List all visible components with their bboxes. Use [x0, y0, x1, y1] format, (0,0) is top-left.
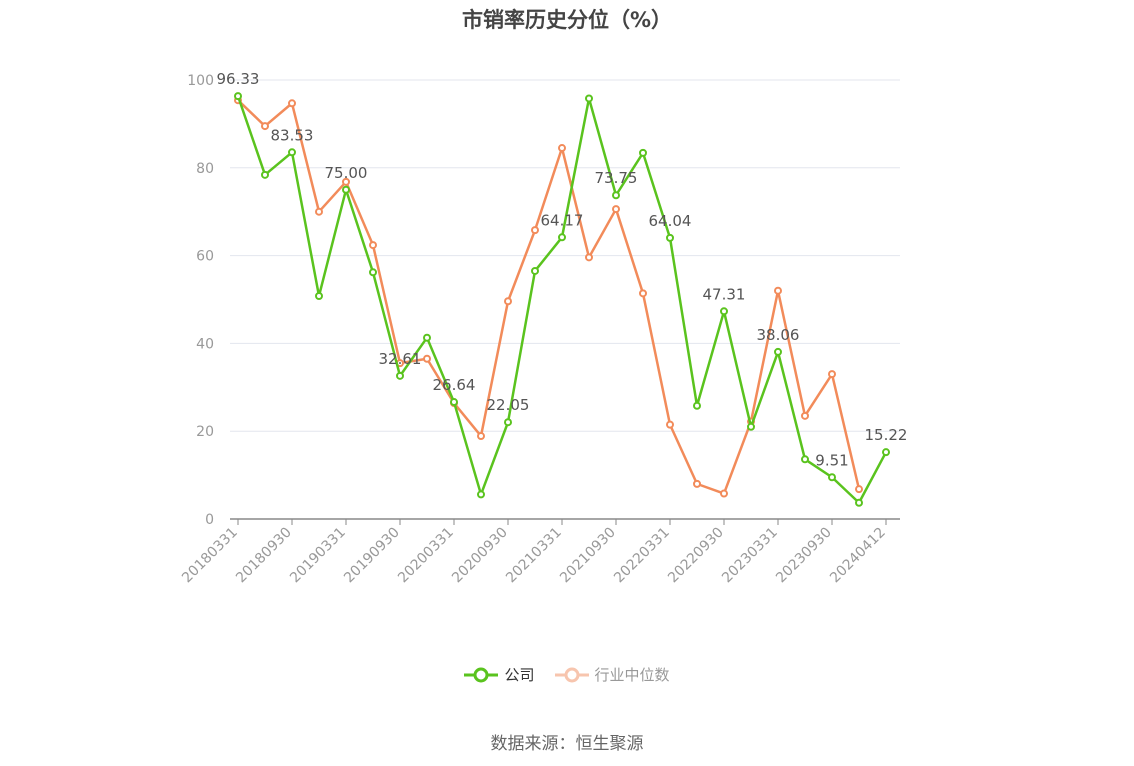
data-point-company: [828, 473, 836, 482]
legend-item-company[interactable]: 公司: [464, 664, 535, 685]
x-tick-label: 20240412: [827, 525, 889, 587]
data-point-industry-median: [288, 99, 296, 108]
x-tick-label: 20190930: [341, 525, 403, 587]
data-point-industry-median: [531, 226, 539, 235]
data-point-industry-median: [261, 122, 269, 131]
data-point-industry-median: [477, 432, 485, 441]
x-tick-label: 20180930: [233, 525, 295, 587]
x-tick-label: 20220930: [665, 525, 727, 587]
data-point-company: [585, 94, 593, 103]
legend-label-company: 公司: [504, 666, 535, 684]
data-point-industry-median: [315, 207, 323, 216]
data-point-industry-median: [342, 177, 350, 186]
data-point-company: [423, 333, 431, 342]
data-label: 75.00: [325, 164, 368, 182]
data-point-company: [234, 92, 242, 101]
chart-title: 市销率历史分位（%）: [461, 8, 673, 32]
y-tick-label: 20: [196, 424, 214, 440]
data-point-industry-median: [666, 420, 674, 429]
data-point-company: [315, 291, 323, 300]
data-label: 83.53: [271, 126, 314, 144]
data-point-company: [612, 191, 620, 200]
data-label: 47.31: [703, 285, 746, 303]
data-point-company: [288, 148, 296, 157]
legend-item-industry-median[interactable]: 行业中位数: [554, 664, 670, 685]
data-label: 32.61: [379, 350, 422, 368]
x-tick-label: 20200930: [449, 525, 511, 587]
data-label: 38.06: [757, 326, 800, 344]
line-chart: 0 20 40 60 80 100 2018033120180930201903312019…: [179, 70, 908, 587]
data-point-company: [342, 185, 350, 194]
data-point-company: [531, 266, 539, 275]
data-point-industry-median: [801, 411, 809, 420]
data-point-industry-median: [369, 241, 377, 250]
y-tick-label: 100: [187, 73, 214, 89]
data-label: 96.33: [217, 70, 260, 88]
data-point-company: [477, 490, 485, 499]
x-tick-label: 20190331: [287, 525, 349, 587]
data-point-industry-median: [423, 354, 431, 363]
legend-company-marker-icon: [464, 667, 499, 682]
x-tick-label: 20230331: [719, 525, 781, 587]
data-point-industry-median: [828, 370, 836, 379]
data-point-industry-median: [585, 253, 593, 262]
x-tick-label: 20180331: [179, 525, 241, 587]
data-point-industry-median: [693, 479, 701, 488]
y-tick-label: 80: [196, 161, 214, 177]
data-label: 64.17: [541, 211, 584, 229]
data-point-company: [855, 498, 863, 507]
data-point-company: [693, 401, 701, 410]
x-tick-label: 20220331: [611, 525, 673, 587]
y-tick-label: 60: [196, 249, 214, 265]
x-tick-label: 20200331: [395, 525, 457, 587]
data-label: 9.51: [815, 451, 848, 469]
data-label: 15.22: [865, 426, 908, 444]
series-line-company: [236, 95, 888, 505]
data-point-industry-median: [855, 485, 863, 494]
data-point-company: [774, 347, 782, 356]
x-tick-label: 20210331: [503, 525, 565, 587]
data-point-industry-median: [504, 297, 512, 306]
chart-legend: 公司 行业中位数: [0, 664, 1134, 685]
y-tick-label: 0: [205, 512, 214, 528]
data-point-company: [558, 233, 566, 242]
data-point-industry-median: [774, 286, 782, 295]
data-source-note: 数据来源：恒生聚源: [490, 734, 644, 754]
data-point-company: [504, 418, 512, 427]
data-point-company: [450, 398, 458, 407]
series-line-industry-median: [237, 99, 861, 495]
data-point-industry-median: [558, 144, 566, 153]
data-point-industry-median: [612, 205, 620, 214]
data-point-company: [261, 170, 269, 179]
legend-label-industry-median: 行业中位数: [594, 666, 670, 684]
data-label: 26.64: [433, 376, 476, 394]
data-label: 64.04: [649, 212, 692, 230]
data-point-company: [666, 233, 674, 242]
x-tick-label: 20230930: [773, 525, 835, 587]
data-point-company: [720, 307, 728, 316]
data-point-company: [639, 148, 647, 157]
data-label: 73.75: [595, 169, 638, 187]
data-point-company: [747, 422, 755, 431]
x-tick-label: 20210930: [557, 525, 619, 587]
data-point-industry-median: [639, 289, 647, 298]
data-label: 22.05: [487, 396, 530, 414]
data-point-company: [882, 448, 890, 457]
data-point-company: [396, 371, 404, 380]
y-tick-label: 40: [196, 336, 214, 352]
data-point-industry-median: [720, 489, 728, 498]
data-point-company: [369, 268, 377, 277]
legend-industry-marker-icon: [554, 667, 589, 682]
data-point-company: [801, 455, 809, 464]
